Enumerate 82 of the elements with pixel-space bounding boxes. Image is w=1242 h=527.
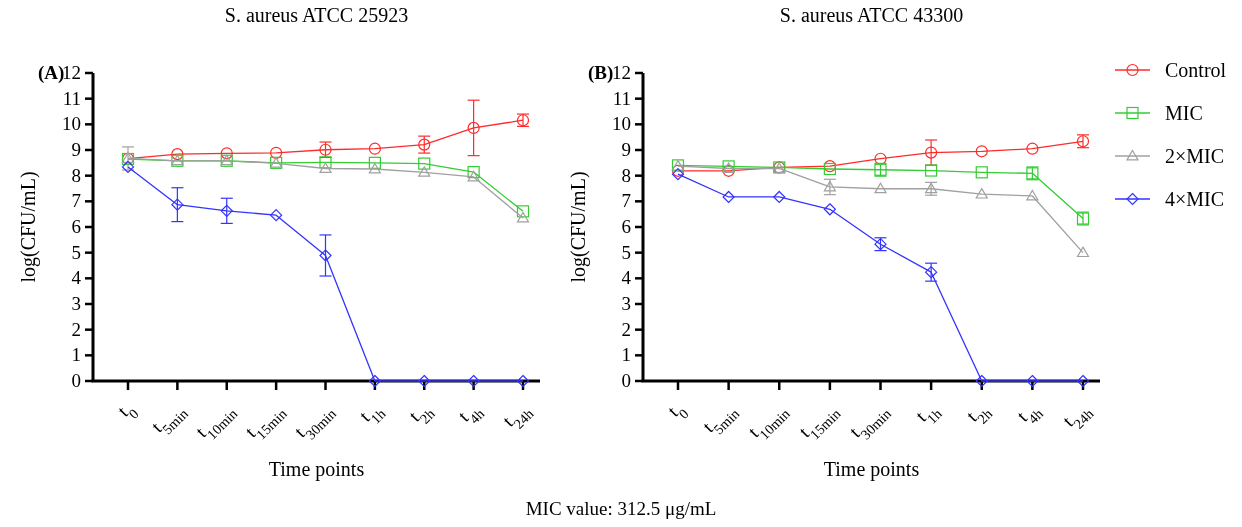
point — [220, 147, 233, 160]
y-tick-label: 2 — [71, 318, 81, 340]
y-tick-label: 11 — [62, 87, 81, 109]
y-tick-label: 1 — [621, 344, 631, 366]
point — [1026, 142, 1039, 155]
y-axis-title: log(CFU/mL) — [567, 171, 590, 283]
chart-title: S. aureus ATCC 25923 — [224, 4, 409, 26]
point — [171, 198, 184, 211]
point — [368, 374, 381, 388]
y-tick-label: 4 — [621, 267, 632, 289]
point — [823, 203, 836, 216]
y-tick-label: 5 — [71, 241, 81, 263]
text: MIC value: 312.5 μg/mL — [525, 498, 717, 519]
point — [270, 209, 283, 222]
point — [220, 204, 233, 217]
y-tick-label: 9 — [621, 139, 631, 160]
point — [773, 190, 786, 204]
text: (A) — [38, 62, 65, 84]
point — [1026, 189, 1039, 201]
y-tick-label: 10 — [62, 113, 81, 135]
point — [975, 145, 988, 158]
y-tick-label: 3 — [71, 293, 81, 314]
y-tick-label: 9 — [71, 139, 81, 160]
point — [516, 374, 530, 388]
point — [925, 146, 938, 159]
y-tick-label: 6 — [621, 216, 631, 237]
point — [516, 205, 530, 218]
point — [467, 121, 480, 135]
chart-title: S. aureus ATCC 43300 — [779, 4, 964, 26]
legend-label: Control — [1165, 59, 1227, 81]
y-tick-label: 5 — [621, 241, 631, 263]
legend-label: MIC — [1165, 102, 1203, 124]
point — [418, 157, 431, 170]
point — [1026, 374, 1039, 388]
point — [823, 180, 836, 192]
y-tick-label: 0 — [621, 370, 631, 391]
y-tick-label: 8 — [621, 164, 631, 186]
point — [368, 142, 381, 155]
point — [467, 374, 480, 388]
y-tick-label: 11 — [612, 87, 631, 109]
y-tick-label: 1 — [71, 344, 81, 366]
point — [874, 182, 887, 194]
y-tick-label: 7 — [621, 190, 631, 212]
point — [270, 146, 283, 159]
y-tick-label: 6 — [71, 216, 81, 237]
point — [1076, 246, 1090, 258]
y-tick-label: 12 — [62, 62, 81, 83]
point — [121, 160, 135, 174]
point — [1076, 374, 1090, 388]
point — [975, 188, 988, 199]
point — [319, 249, 332, 262]
point — [516, 211, 530, 223]
point — [874, 152, 887, 165]
text: (B) — [588, 62, 614, 84]
x-axis-title: Time points — [823, 458, 920, 481]
point — [467, 165, 480, 179]
point — [467, 170, 480, 182]
y-axis-title: log(CFU/mL) — [17, 171, 40, 283]
y-tick-label: 2 — [621, 318, 631, 340]
y-tick-label: 0 — [71, 370, 81, 391]
y-tick-label: 7 — [71, 190, 81, 212]
point — [171, 148, 184, 161]
y-tick-label: 3 — [621, 293, 631, 314]
point — [319, 162, 332, 173]
x-axis-title: Time points — [268, 458, 365, 481]
point — [671, 168, 685, 181]
legend-label: 4×MIC — [1165, 188, 1225, 210]
point — [975, 166, 988, 179]
point — [418, 166, 431, 177]
point — [925, 164, 938, 177]
y-tick-label: 12 — [612, 62, 631, 83]
point — [975, 374, 988, 388]
y-tick-label: 4 — [71, 267, 82, 289]
point — [722, 164, 735, 177]
point — [925, 266, 938, 279]
point — [319, 156, 332, 169]
y-tick-label: 10 — [612, 113, 631, 135]
y-tick-label: 8 — [71, 164, 81, 186]
point — [722, 190, 735, 204]
point — [418, 374, 431, 388]
point — [368, 162, 381, 174]
legend-label: 2×MIC — [1165, 145, 1225, 167]
